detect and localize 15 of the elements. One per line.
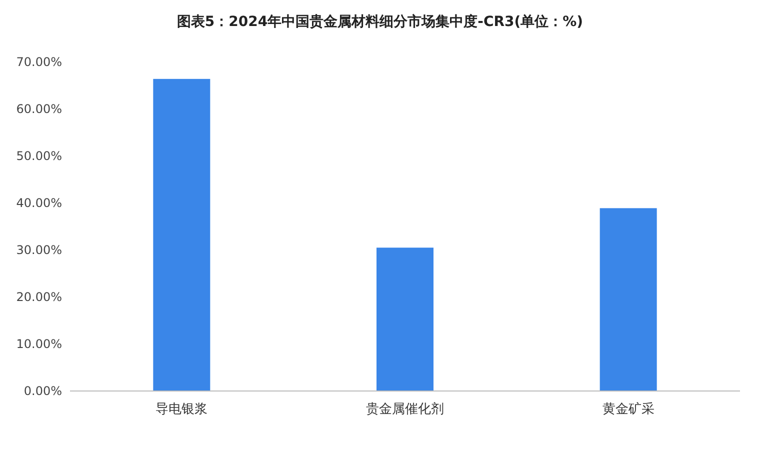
y-tick-label: 60.00% xyxy=(16,102,62,116)
y-tick-label: 0.00% xyxy=(24,384,62,398)
y-tick-label: 70.00% xyxy=(16,55,62,69)
y-tick-label: 10.00% xyxy=(16,337,62,351)
bar xyxy=(153,78,210,391)
x-tick-label: 贵金属催化剂 xyxy=(366,401,444,417)
bar xyxy=(600,208,657,391)
x-tick-label: 黄金矿采 xyxy=(602,402,654,417)
y-tick-label: 30.00% xyxy=(16,243,62,257)
x-tick-label: 导电银浆 xyxy=(156,402,208,417)
y-tick-label: 20.00% xyxy=(16,290,62,304)
y-tick-label: 40.00% xyxy=(16,196,62,210)
bar xyxy=(376,248,434,391)
y-tick-label: 50.00% xyxy=(16,149,62,163)
chart-title: 图表5：2024年中国贵金属材料细分市场集中度-CR3(单位：%) xyxy=(176,13,584,30)
